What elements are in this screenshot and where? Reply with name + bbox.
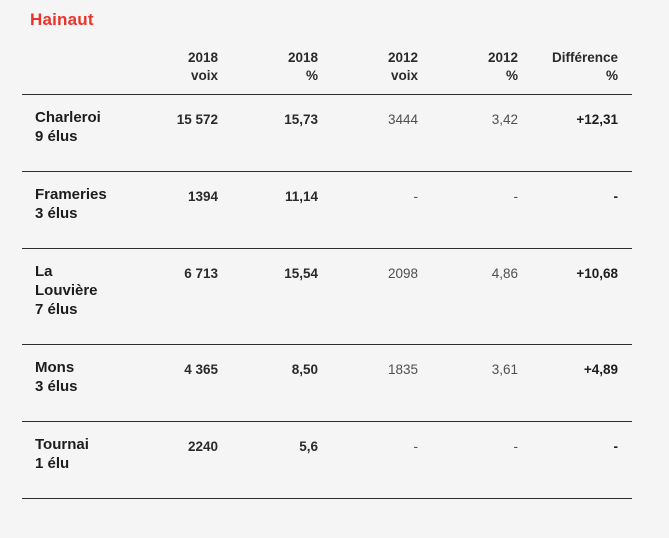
column-header-year: Différence: [551, 50, 618, 65]
column-header-year: 2012: [387, 50, 418, 65]
municipality-name: La Louvière: [35, 263, 98, 299]
pct-2018-cell: 5,6: [299, 439, 318, 454]
column-header-unit: %: [505, 68, 518, 83]
column-header-2012-voix: 2012 voix: [332, 49, 432, 85]
column-header-unit: voix: [190, 68, 218, 83]
pct-2018-cell: 11,14: [284, 189, 318, 204]
seats-count: 7 élus: [35, 301, 78, 318]
column-header-2018-pct: 2018 %: [232, 49, 332, 85]
seats-count: 1 élu: [35, 455, 70, 472]
table-row: Tournai 1 élu 2240 5,6 - - -: [22, 421, 632, 498]
votes-2018-cell: 15 572: [176, 112, 218, 127]
municipality-cell: La Louvière 7 élus: [22, 262, 132, 319]
difference-cell: -: [613, 439, 619, 454]
difference-cell: -: [613, 189, 619, 204]
seats-count: 9 élus: [35, 128, 78, 145]
pct-2012-cell: 4,86: [491, 266, 518, 281]
difference-cell: +12,31: [576, 112, 618, 127]
municipality-cell: Tournai 1 élu: [22, 435, 132, 473]
municipality-cell: Frameries 3 élus: [22, 185, 132, 223]
column-header-2018-voix: 2018 voix: [132, 49, 232, 85]
pct-2018-cell: 8,50: [291, 362, 318, 377]
page-title: Hainaut: [30, 10, 94, 29]
column-header-unit: %: [305, 68, 318, 83]
difference-cell: +4,89: [583, 362, 618, 377]
column-header-difference: Différence %: [532, 49, 632, 85]
municipality-name: Charleroi: [35, 109, 101, 126]
table-row: Mons 3 élus 4 365 8,50 1835 3,61 +4,89: [22, 344, 632, 421]
table-header-row: 2018 voix 2018 % 2012 voix 2012 % Différ…: [22, 49, 632, 94]
municipality-name: Frameries: [35, 186, 107, 203]
table-row: Charleroi 9 élus 15 572 15,73 3444 3,42 …: [22, 94, 632, 171]
column-header-unit: voix: [390, 68, 418, 83]
table-row: La Louvière 7 élus 6 713 15,54 2098 4,86…: [22, 248, 632, 344]
table-row: Frameries 3 élus 1394 11,14 - - -: [22, 171, 632, 248]
column-header-unit: %: [605, 68, 618, 83]
votes-2018-cell: 2240: [187, 439, 218, 454]
votes-2018-cell: 6 713: [184, 266, 218, 281]
pct-2012-cell: 3,61: [491, 362, 518, 377]
hainaut-results-widget: Hainaut 2018 voix 2018 % 2012 voix 2012 …: [22, 10, 632, 499]
pct-2012-cell: -: [513, 189, 519, 204]
votes-2012-cell: 2098: [387, 266, 418, 281]
pct-2018-cell: 15,73: [284, 112, 318, 127]
votes-2012-cell: -: [413, 189, 419, 204]
seats-count: 3 élus: [35, 378, 78, 395]
results-table: 2018 voix 2018 % 2012 voix 2012 % Différ…: [22, 49, 632, 499]
municipality-cell: Mons 3 élus: [22, 358, 132, 396]
votes-2018-cell: 4 365: [184, 362, 218, 377]
pct-2018-cell: 15,54: [284, 266, 318, 281]
municipality-name: Mons: [35, 359, 75, 376]
difference-cell: +10,68: [576, 266, 618, 281]
pct-2012-cell: -: [513, 439, 519, 454]
municipality-name: Tournai: [35, 436, 89, 453]
votes-2012-cell: 1835: [387, 362, 418, 377]
column-header-year: 2018: [287, 50, 318, 65]
column-header-2012-pct: 2012 %: [432, 49, 532, 85]
column-header-year: 2018: [187, 50, 218, 65]
votes-2012-cell: 3444: [387, 112, 418, 127]
municipality-cell: Charleroi 9 élus: [22, 108, 132, 146]
seats-count: 3 élus: [35, 205, 78, 222]
votes-2012-cell: -: [413, 439, 419, 454]
column-header-year: 2012: [487, 50, 518, 65]
votes-2018-cell: 1394: [187, 189, 218, 204]
pct-2012-cell: 3,42: [491, 112, 518, 127]
